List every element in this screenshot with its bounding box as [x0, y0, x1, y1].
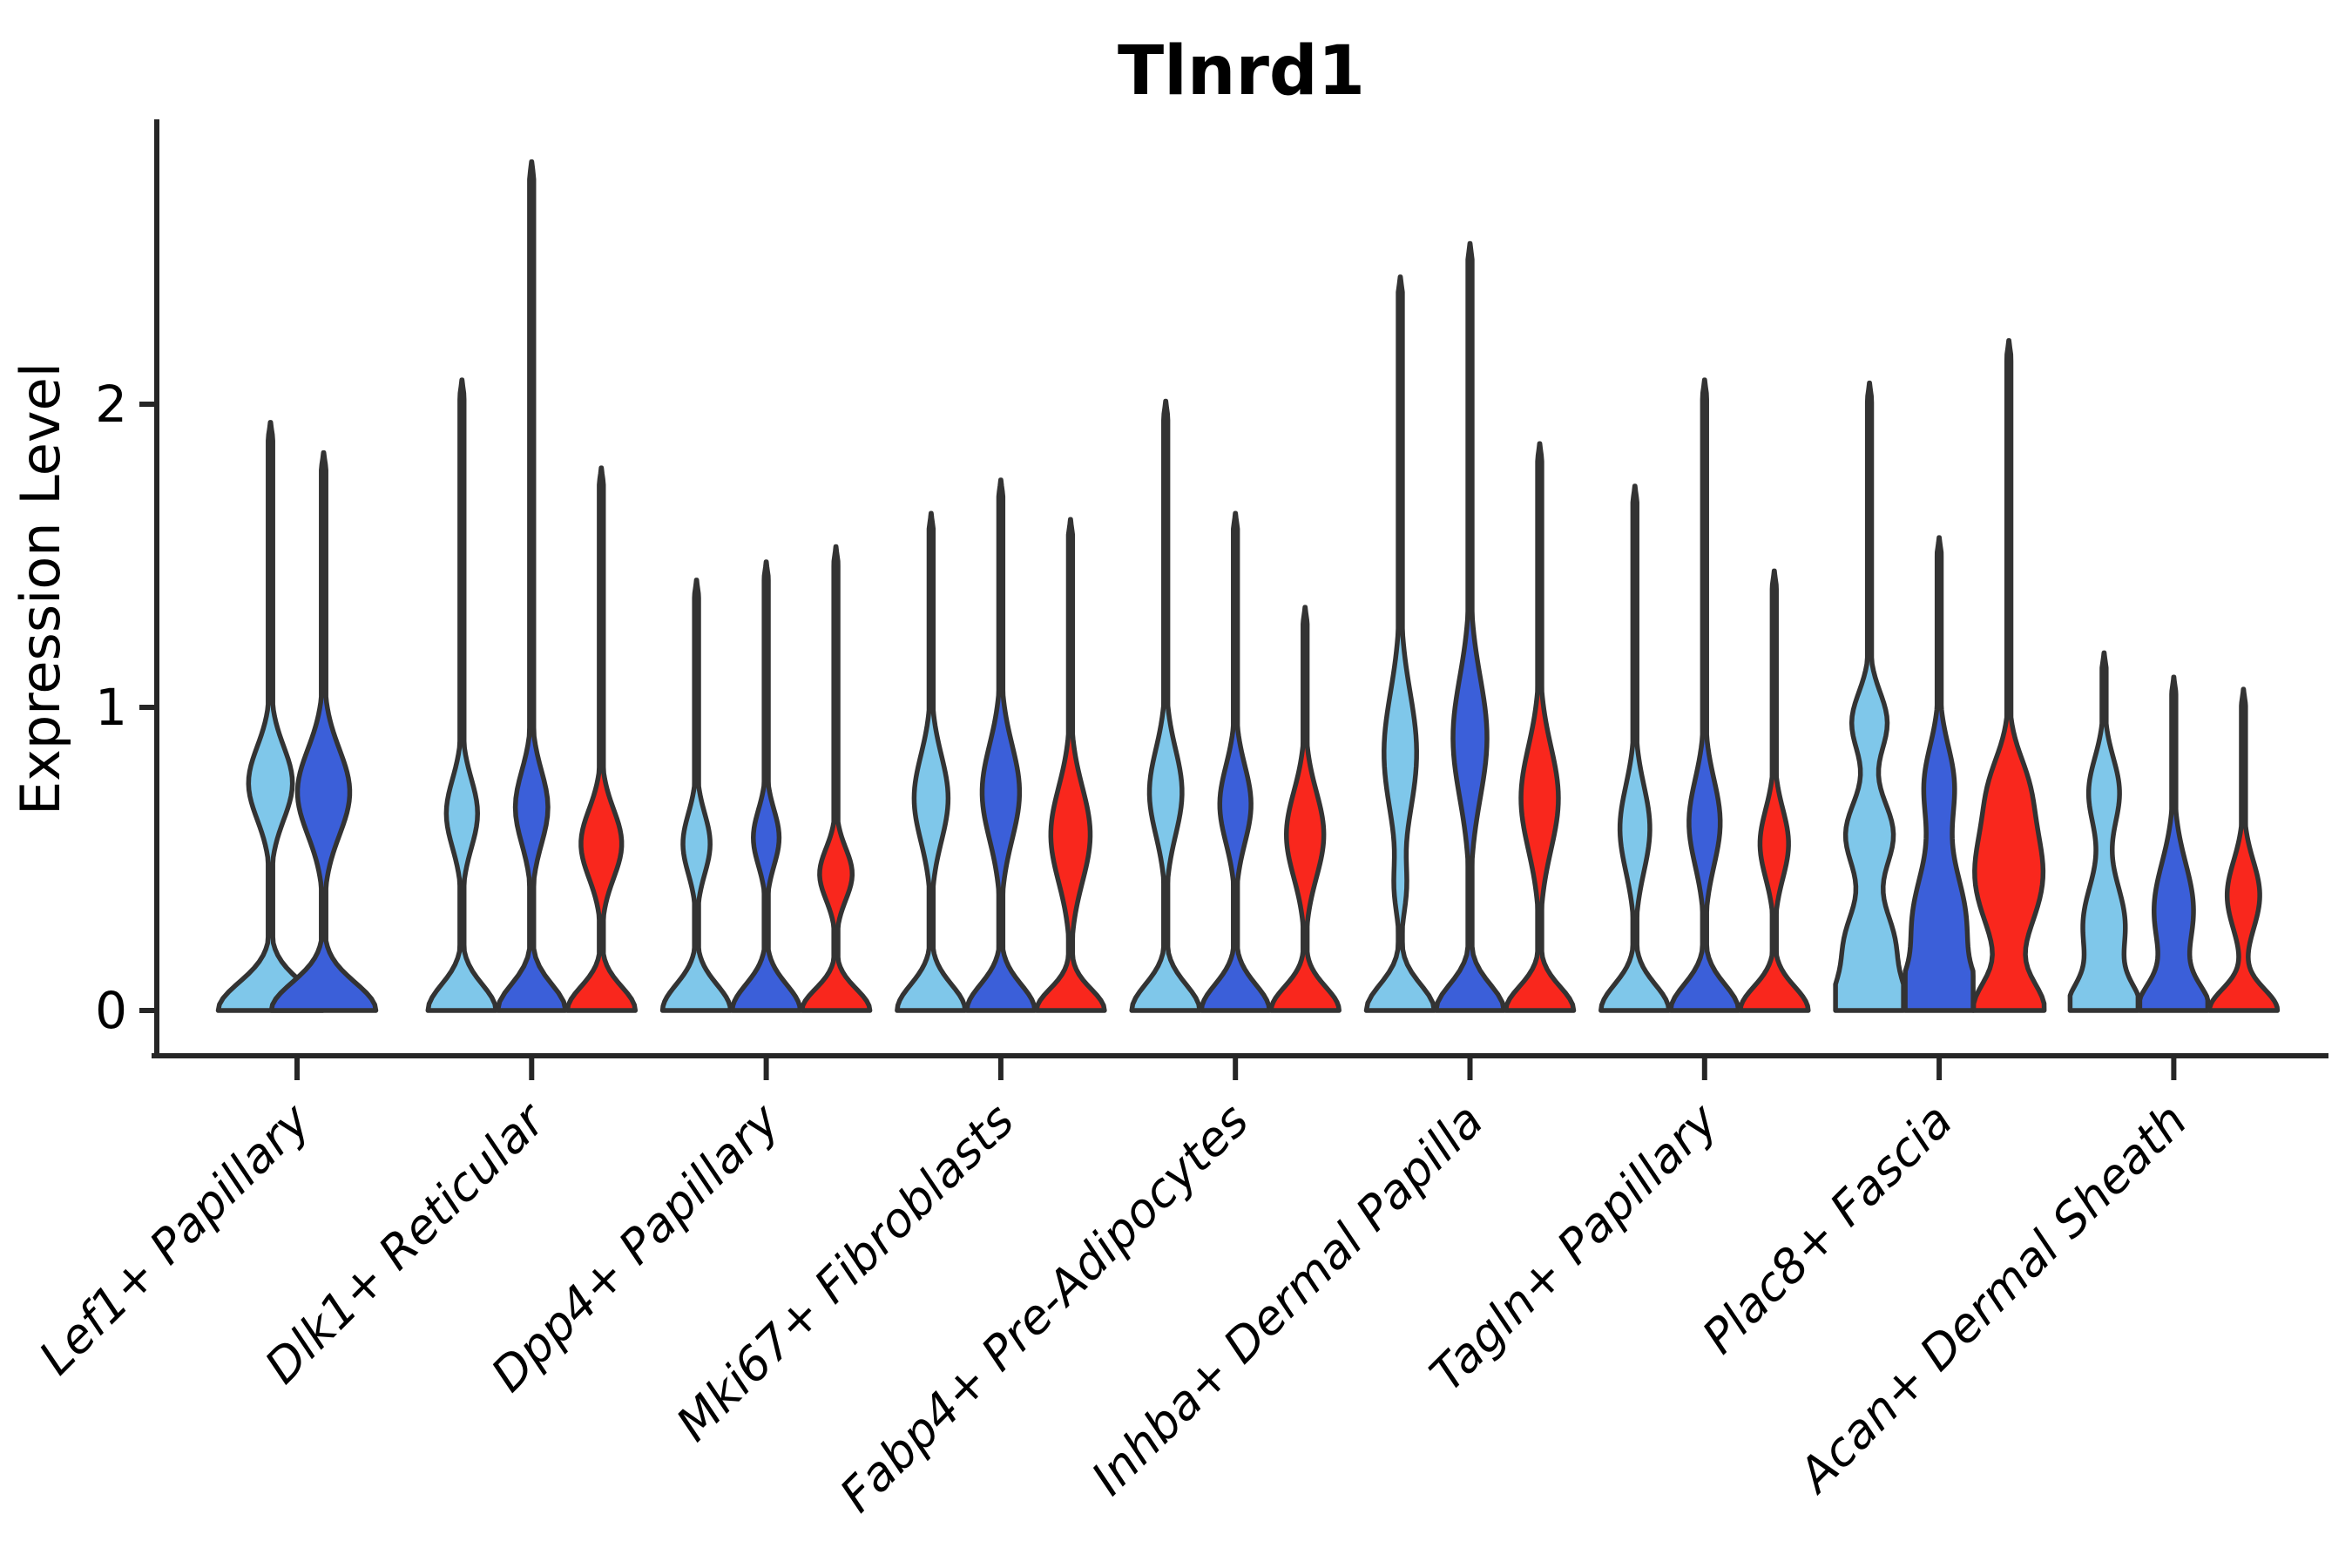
- violin-mki67-fibroblasts-s3: [1034, 517, 1107, 1013]
- x-tick-label-plac8-fascia: Plac8+ Fascia: [1692, 1093, 1963, 1364]
- y-tick-label: 1: [95, 678, 127, 737]
- violin-acan-dermal-sheath-s2: [2137, 674, 2211, 1013]
- axis-layer: [152, 119, 2328, 1058]
- violin-mki67-fibroblasts-s1: [895, 510, 968, 1013]
- violin-tagln-papillary-s1: [1598, 483, 1672, 1013]
- violin-inhba-dermal-papilla-s3: [1503, 441, 1577, 1013]
- violin-tagln-papillary-s2: [1668, 377, 1741, 1013]
- violin-dlk1-reticular-s3: [564, 465, 639, 1013]
- y-tick-label: 2: [95, 375, 127, 434]
- violin-fabp4-pre-adipocytes-s2: [1199, 510, 1272, 1013]
- violin-tagln-papillary-s3: [1738, 568, 1811, 1013]
- violin-inhba-dermal-papilla-s2: [1433, 240, 1507, 1013]
- violin-dlk1-reticular-s1: [425, 377, 499, 1013]
- violin-layer: [215, 159, 2281, 1013]
- violin-fabp4-pre-adipocytes-s3: [1268, 605, 1342, 1013]
- x-tick-label-fabp4-pre-adipocytes: Fabp4+ Pre-Adipocytes: [829, 1093, 1259, 1523]
- x-tick-label-acan-dermal-sheath: Acan+ Dermal Sheath: [1787, 1093, 2198, 1504]
- y-axis-label: Expression Level: [9, 362, 72, 815]
- violin-dlk1-reticular-s2: [495, 159, 569, 1013]
- violin-dpp4-papillary-s2: [729, 559, 803, 1013]
- x-tick-label-inhba-dermal-papilla: Inhba+ Dermal Papilla: [1081, 1093, 1494, 1506]
- violin-plac8-fascia-s2: [1903, 535, 1976, 1013]
- violin-plac8-fascia-s3: [1970, 338, 2047, 1013]
- violin-lef1-papillary-s1: [215, 420, 326, 1013]
- violin-lef1-papillary-s2: [268, 449, 379, 1013]
- violin-acan-dermal-sheath-s3: [2207, 686, 2281, 1013]
- violin-acan-dermal-sheath-s1: [2067, 650, 2141, 1013]
- violin-fabp4-pre-adipocytes-s1: [1129, 398, 1202, 1013]
- violin-dpp4-papillary-s1: [659, 578, 733, 1013]
- violin-plac8-fascia-s1: [1833, 380, 1906, 1013]
- violin-mki67-fibroblasts-s2: [964, 477, 1037, 1013]
- violin-inhba-dermal-papilla-s1: [1363, 274, 1437, 1013]
- violin-dpp4-papillary-s3: [799, 544, 873, 1013]
- chart-title: Tlnrd1: [1118, 32, 1365, 111]
- y-tick-label: 0: [95, 981, 127, 1040]
